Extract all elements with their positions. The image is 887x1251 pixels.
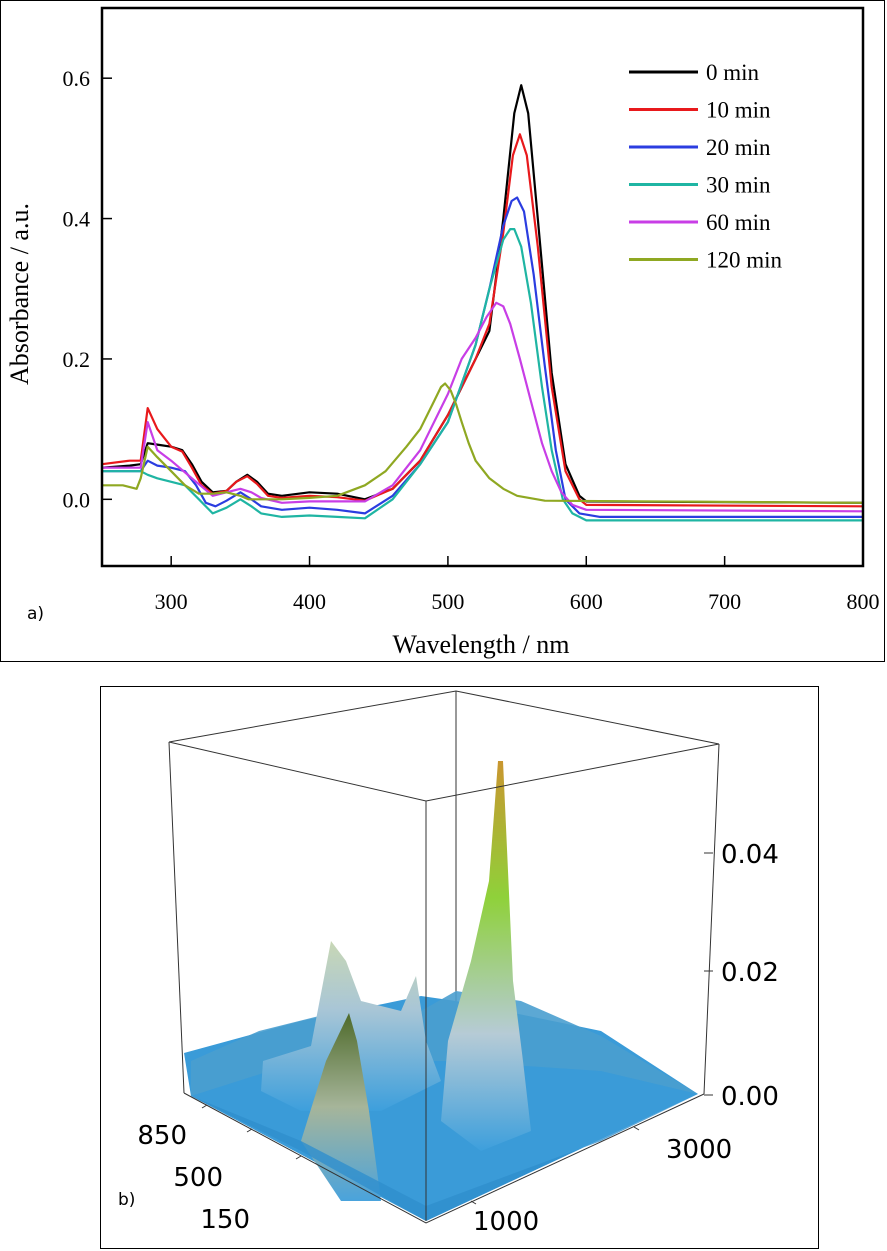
box-edge-right-vertical bbox=[703, 743, 720, 1095]
panel-a: 300 400 500 600 700 800 0.0 0.2 0.4 0.6 0 min 10 m… bbox=[0, 0, 885, 662]
x-tick-label: 700 bbox=[708, 589, 741, 614]
y-axis-label: Absorbance / a.u. bbox=[5, 203, 34, 385]
legend-label: 120 min bbox=[706, 248, 783, 273]
y-tick-label: 3000 bbox=[666, 1135, 732, 1165]
legend-label: 30 min bbox=[706, 173, 771, 198]
x-tick-label: 500 bbox=[431, 589, 464, 614]
series-line-3 bbox=[102, 228, 863, 522]
legend-label: 10 min bbox=[706, 98, 771, 123]
box-edge-bottom bbox=[183, 1092, 705, 1224]
z-tick-label: 0.04 bbox=[721, 840, 779, 870]
x-tick bbox=[295, 1155, 302, 1160]
series-line-5 bbox=[102, 382, 864, 504]
legend-label: 60 min bbox=[706, 210, 771, 235]
panel-label-b: b) bbox=[118, 1190, 135, 1210]
plot-frame bbox=[100, 6, 865, 568]
y-tick bbox=[633, 1126, 640, 1131]
surface-peak-main bbox=[441, 761, 531, 1151]
legend-label: 20 min bbox=[706, 135, 771, 160]
legend-label: 0 min bbox=[706, 60, 760, 85]
x-tick-label: 600 bbox=[570, 589, 603, 614]
y-tick-label: 0.6 bbox=[63, 66, 91, 91]
z-tick-label: 0.02 bbox=[721, 958, 779, 988]
x-tick-label: 500 bbox=[173, 1163, 223, 1193]
absorbance-spectra-chart: 300 400 500 600 700 800 0.0 0.2 0.4 0.6 0 min 10 m… bbox=[5, 6, 880, 659]
x-axis-label: Wavelength / nm bbox=[393, 630, 570, 659]
y-tick bbox=[470, 1200, 477, 1205]
x-tick-label: 400 bbox=[293, 589, 326, 614]
y-tick-label: 0.0 bbox=[63, 487, 91, 512]
box-edge-top-front bbox=[168, 741, 720, 802]
box-edge-left-vertical bbox=[168, 741, 185, 1094]
x-tick-label: 150 bbox=[200, 1205, 250, 1235]
y-tick-label: 0.2 bbox=[63, 347, 91, 372]
y-tick-label: 1000 bbox=[473, 1207, 539, 1237]
x-tick-label: 850 bbox=[137, 1121, 187, 1151]
x-tick bbox=[201, 1104, 208, 1109]
x-tick-label: 800 bbox=[847, 589, 880, 614]
panel-b: 0.00 0.02 0.04 850 500 150 1000 3000 b) bbox=[100, 686, 819, 1249]
surface-3d-chart: 0.00 0.02 0.04 850 500 150 1000 3000 b) bbox=[118, 690, 779, 1237]
z-tick-label: 0.00 bbox=[721, 1082, 779, 1112]
panel-label-a: a) bbox=[27, 604, 44, 624]
series-line-4 bbox=[102, 301, 864, 513]
box-edge-top-back bbox=[168, 690, 720, 745]
series-line-2 bbox=[102, 196, 863, 519]
x-tick-label: 300 bbox=[155, 589, 188, 614]
y-tick-label: 0.4 bbox=[63, 207, 91, 232]
x-tick bbox=[246, 1128, 253, 1133]
